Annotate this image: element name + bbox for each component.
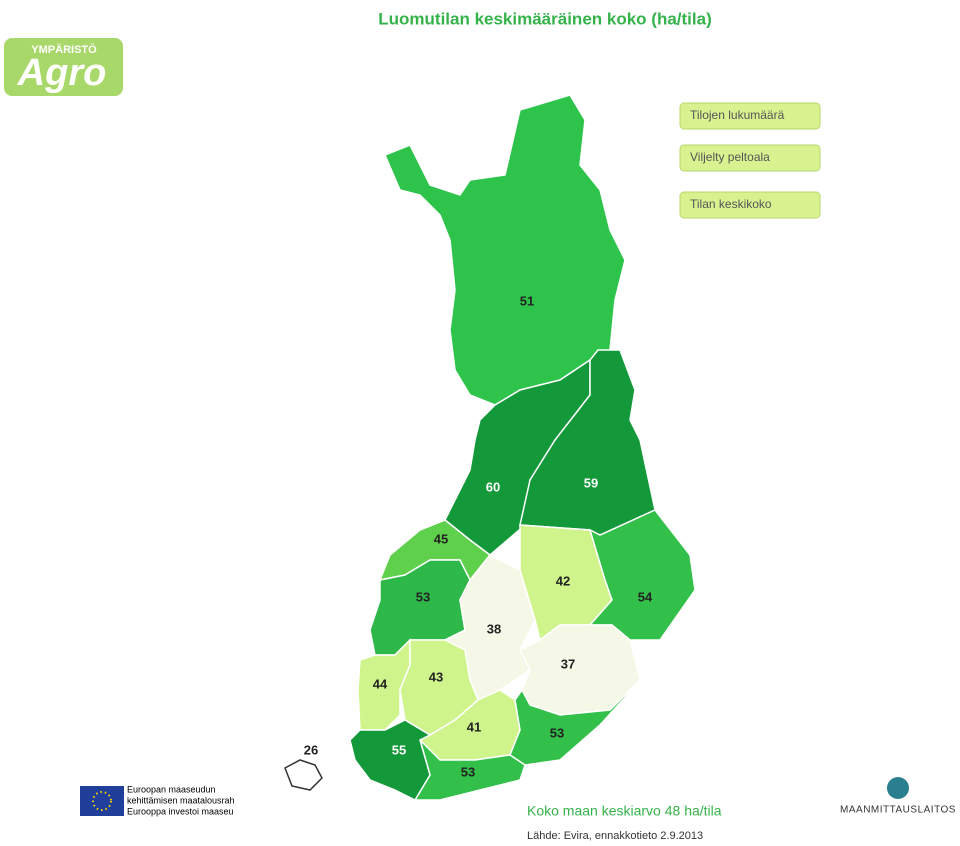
tab-button[interactable]: Tilojen lukumäärä: [679, 102, 821, 130]
regions: 51 60 59 45 53 38 42 54 37 44 43 41 53 53 55 26: [284, 94, 696, 801]
region-value: 53: [461, 764, 475, 779]
region-value: 41: [467, 719, 481, 734]
region-value: 38: [487, 621, 501, 636]
eu-text: Eurooppa investoi maaseu: [127, 806, 234, 816]
region-value: 44: [373, 676, 388, 691]
button-bg: [679, 191, 821, 219]
eu-logo: [80, 786, 124, 816]
button-bg: [679, 102, 821, 130]
region-value: 51: [520, 293, 534, 308]
button-label: Viljelty peltoala: [690, 150, 770, 164]
average: Koko maan keskiarvo 48 ha/tila: [527, 803, 722, 819]
region: [284, 759, 323, 791]
eu-text: Euroopan maaseudun: [127, 784, 216, 794]
region-value: 53: [550, 725, 564, 740]
region-value: 37: [561, 656, 575, 671]
region-value: 60: [486, 479, 500, 494]
tab-button[interactable]: Tilan keskikoko: [679, 191, 821, 219]
region-value: 42: [556, 573, 570, 588]
tab-button[interactable]: Viljelty peltoala: [679, 144, 821, 172]
region-value: 26: [304, 742, 318, 757]
source: Lähde: Evira, ennakkotieto 2.9.2013: [527, 830, 703, 842]
region: [384, 94, 626, 406]
eu-text: kehittämisen maatalousrah: [127, 795, 235, 805]
logo-main: Agro: [17, 52, 107, 94]
button-bg: [679, 144, 821, 172]
button-label: Tilan keskikoko: [690, 197, 772, 211]
agency-logo: [887, 777, 909, 799]
agency: MAANMITTAUSLAITOS: [840, 805, 956, 816]
region-value: 53: [416, 589, 430, 604]
region-value: 45: [434, 531, 448, 546]
title: Luomutilan keskimääräinen koko (ha/tila): [378, 9, 711, 28]
button-label: Tilojen lukumäärä: [690, 108, 785, 122]
region-value: 55: [392, 742, 406, 757]
region-value: 43: [429, 669, 443, 684]
logo-top: YMPÄRISTÖ: [31, 43, 97, 56]
region-value: 59: [584, 475, 598, 490]
region: [509, 671, 649, 766]
region: [444, 358, 591, 556]
region: [357, 638, 411, 731]
agro-logo: YMPÄRISTÖ Agro: [4, 38, 123, 96]
region: [588, 509, 696, 641]
buttons: Tilojen lukumäärä Viljelty peltoala Tilan …: [679, 102, 821, 219]
region: [349, 719, 432, 801]
region-value: 54: [638, 589, 653, 604]
